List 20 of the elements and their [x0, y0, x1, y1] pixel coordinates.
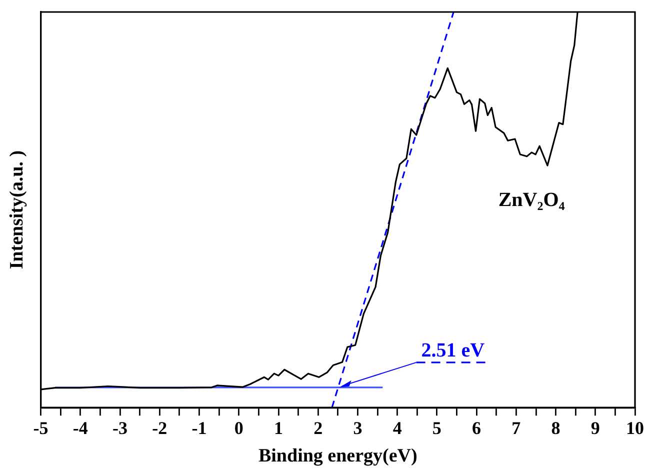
series-label: ZnV₂O₄: [498, 188, 565, 211]
x-tick-label: 9: [590, 418, 600, 438]
x-tick-label: -2: [152, 418, 168, 438]
x-tick-label: 7: [512, 418, 521, 438]
x-tick-label: 1: [274, 418, 283, 438]
x-tick-label: 3: [353, 418, 362, 438]
x-tick-label: 4: [392, 418, 402, 438]
x-tick-label: 2: [314, 418, 323, 438]
x-tick-label: -1: [192, 418, 207, 438]
annotation: 2.51 eV: [421, 339, 486, 362]
y-axis-title: Intensity(a.u. ): [6, 150, 28, 270]
x-tick-label: -4: [72, 418, 88, 438]
x-tick-label: 0: [234, 418, 244, 438]
x-tick-label: 8: [551, 418, 560, 438]
x-tick-label: 6: [472, 418, 482, 438]
x-tick-label: -5: [33, 418, 48, 438]
x-tick-label: 10: [626, 418, 644, 438]
x-tick-label: -3: [112, 418, 128, 438]
x-axis-title: Binding energy(eV): [258, 446, 418, 467]
x-tick-label: 5: [432, 418, 442, 438]
